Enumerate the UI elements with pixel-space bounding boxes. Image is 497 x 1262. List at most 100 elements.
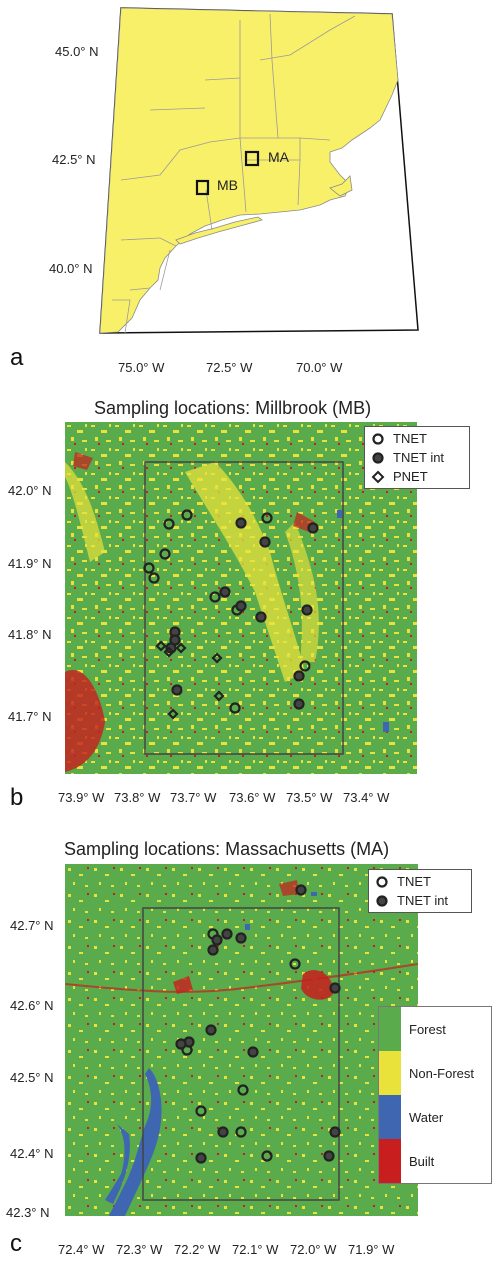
ma-box-label: MA — [268, 149, 289, 165]
ma-box — [244, 150, 260, 167]
lat-label: 42.5° N — [10, 1070, 54, 1085]
lat-label: 42.6° N — [10, 998, 54, 1013]
landcover-label: Forest — [409, 1021, 446, 1037]
water-area — [245, 924, 250, 930]
built-area — [279, 880, 299, 896]
legend-label: TNET int — [397, 893, 449, 908]
non-forest-swatch — [379, 1051, 401, 1095]
lat-label: 42.0° N — [8, 483, 52, 498]
tnet-int-site — [235, 517, 247, 529]
tnet-int-site — [255, 611, 267, 623]
legend-item: TNET int — [365, 448, 469, 467]
tnet-int-site — [235, 932, 247, 944]
filled-circle-icon — [375, 894, 389, 908]
landcover-legend: Forest Non-Forest Water Built — [378, 1006, 492, 1184]
mb-box-label: MB — [217, 177, 238, 193]
built-swatch — [379, 1139, 401, 1183]
legend-label: TNET int — [393, 450, 445, 465]
landcover-label: Built — [409, 1153, 435, 1169]
landcover-legend-item: Forest — [379, 1007, 491, 1051]
tnet-int-site — [195, 1152, 207, 1164]
reservoir-water — [105, 1068, 162, 1216]
tnet-int-site — [293, 698, 305, 710]
lon-label: 71.9° W — [348, 1242, 395, 1257]
tnet-int-site — [207, 944, 219, 956]
tnet-int-site — [247, 1046, 259, 1058]
lon-label: 72.3° W — [116, 1242, 163, 1257]
mb-box — [195, 179, 210, 196]
non-forest-area — [185, 462, 305, 682]
pnet-site — [211, 652, 223, 664]
legend-item: PNET — [365, 467, 469, 486]
legend-label: PNET — [393, 469, 428, 484]
lon-label: 73.8° W — [114, 790, 161, 805]
landcover-legend-item: Built — [379, 1139, 491, 1183]
panel-letter: a — [10, 344, 24, 371]
tnet-site — [209, 591, 221, 603]
tnet-site — [229, 702, 241, 714]
pnet-site — [167, 708, 179, 720]
tnet-site — [148, 572, 160, 584]
tnet-int-site — [301, 604, 313, 616]
panel-title: Sampling locations: Millbrook (MB) — [94, 398, 372, 418]
sampling-sites — [143, 509, 319, 720]
landcover-legend-item: Water — [379, 1095, 491, 1139]
tnet-int-site — [205, 1024, 217, 1036]
landcover-legend-item: Non-Forest — [379, 1051, 491, 1095]
tnet-int-site — [221, 928, 233, 940]
panel-letter: b — [10, 784, 24, 811]
tnet-int-site — [329, 982, 341, 994]
panel-letter: c — [10, 1230, 22, 1257]
built-area — [65, 670, 105, 772]
legend-item: TNET int — [369, 891, 471, 910]
legend-label: TNET — [393, 431, 427, 446]
study-area-box — [144, 461, 344, 755]
water-area — [311, 892, 317, 896]
massachusetts-landcover-map — [65, 864, 418, 1216]
lon-label: 72.1° W — [232, 1242, 279, 1257]
diamond-icon — [371, 470, 385, 484]
lat-label: 41.7° N — [8, 709, 52, 724]
marker-legend: TNET TNET int — [368, 869, 472, 913]
tnet-site — [195, 1105, 207, 1117]
tnet-int-site — [307, 522, 319, 534]
pnet-site — [163, 646, 175, 658]
tnet-int-site — [171, 684, 183, 696]
study-area-box — [142, 907, 340, 1201]
tnet-site — [159, 548, 171, 560]
legend-item: TNET — [369, 872, 471, 891]
built-area — [173, 976, 193, 994]
lat-label: 45.0° N — [55, 44, 99, 59]
tnet-site — [235, 1126, 247, 1138]
lon-label: 75.0° W — [118, 360, 165, 375]
legend-label: TNET — [397, 874, 431, 889]
tnet-site — [299, 660, 311, 672]
water-area — [383, 722, 389, 732]
filled-circle-icon — [371, 451, 385, 465]
tnet-site — [143, 562, 155, 574]
tnet-site — [261, 512, 273, 524]
lon-label: 72.4° W — [58, 1242, 105, 1257]
sampling-sites — [175, 884, 341, 1164]
lon-label: 73.7° W — [170, 790, 217, 805]
lat-label: 41.9° N — [8, 556, 52, 571]
lat-label: 42.5° N — [52, 152, 96, 167]
lon-label: 72.0° W — [290, 1242, 337, 1257]
marker-legend: TNET TNET int PNET — [364, 426, 470, 489]
tnet-int-site — [211, 934, 223, 946]
lon-label: 73.9° W — [58, 790, 105, 805]
forest-swatch — [379, 1007, 401, 1051]
landcover-raster — [65, 422, 417, 774]
lon-label: 73.5° W — [286, 790, 333, 805]
landcover-label: Non-Forest — [409, 1065, 475, 1081]
tnet-int-site — [329, 1126, 341, 1138]
tnet-int-site — [175, 1038, 187, 1050]
legend-item: TNET — [365, 429, 469, 448]
open-circle-icon — [371, 432, 385, 446]
non-forest-area — [65, 462, 105, 562]
landcover-label: Water — [409, 1109, 444, 1125]
lon-label: 73.6° W — [229, 790, 276, 805]
tnet-int-site — [295, 884, 307, 896]
pnet-site — [155, 640, 167, 652]
tnet-site — [237, 1084, 249, 1096]
